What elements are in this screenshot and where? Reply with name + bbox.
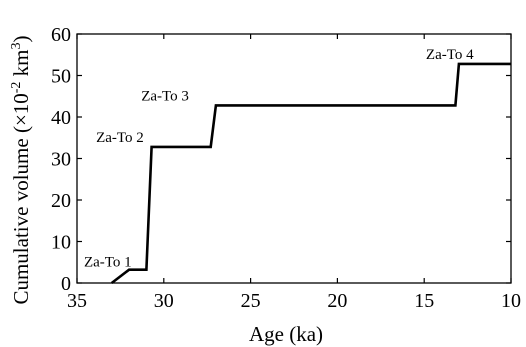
y-tick-label: 10 [51,232,71,254]
y-axis-title-close: ) [9,35,33,42]
eruption-label: Za-To 1 [84,254,132,270]
y-axis-title-unit: km [9,49,33,81]
y-tick-label: 60 [51,24,71,46]
x-axis-ticks: 35 30 25 20 15 10 [67,34,521,312]
eruption-label: Za-To 4 [426,47,474,63]
annotations-group: Za-To 1 Za-To 2 Za-To 3 Za-To 4 [84,47,474,270]
x-tick-label: 10 [501,290,521,312]
y-tick-label: 0 [61,273,71,295]
y-axis-title: Cumulative volume (×10-2 km3) [9,35,33,304]
series-group [110,62,511,285]
x-tick-label: 25 [241,290,261,312]
eruption-label: Za-To 3 [141,88,189,104]
x-tick-label: 30 [154,290,174,312]
y-axis-title-exponent: -2 [9,82,24,94]
x-tick-label: 15 [414,290,434,312]
cumulative-volume-line [110,62,511,285]
x-axis-title: Age (ka) [249,322,323,346]
y-tick-label: 50 [51,66,71,88]
y-tick-label: 20 [51,190,71,212]
y-axis-title-unit-exponent: 3 [9,42,24,49]
y-tick-label: 40 [51,107,71,129]
y-axis-title-text: Cumulative volume (×10 [9,93,33,304]
x-tick-label: 35 [67,290,87,312]
plot-frame [76,33,512,284]
x-tick-label: 20 [327,290,347,312]
y-tick-label: 30 [51,149,71,171]
eruption-label: Za-To 2 [96,130,144,146]
